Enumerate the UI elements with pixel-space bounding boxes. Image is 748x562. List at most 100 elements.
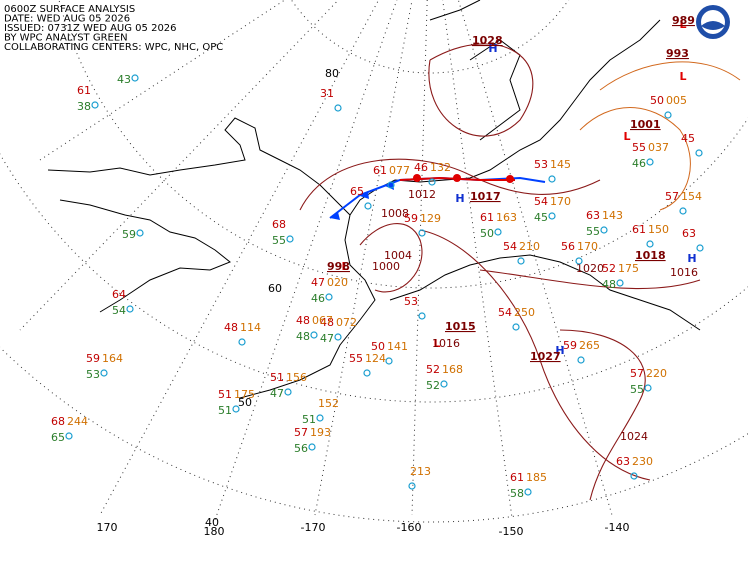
- station-temp: 48: [224, 321, 238, 334]
- station-pressure: 175: [618, 262, 639, 275]
- station-marker: [136, 229, 144, 237]
- station-temp: 56: [561, 240, 575, 253]
- station-dewpoint: 46: [632, 157, 646, 170]
- station-pressure: 114: [240, 321, 261, 334]
- station-temp: 57: [294, 426, 308, 439]
- center-symbol: L: [679, 70, 686, 83]
- station-temp: 46: [414, 161, 428, 174]
- station-pressure: 244: [67, 415, 88, 428]
- isobar-label: 1024: [620, 430, 648, 443]
- isobar-label: 1020: [576, 262, 604, 275]
- station-marker: [91, 101, 99, 109]
- station-temp: 55: [349, 352, 363, 365]
- station-temp: 54: [534, 195, 548, 208]
- station-marker: [100, 369, 108, 377]
- isobar-label: 1000: [372, 260, 400, 273]
- station-pressure: 168: [442, 363, 463, 376]
- station-dewpoint: 55: [586, 225, 600, 238]
- station-dewpoint: 58: [510, 487, 524, 500]
- station-temp: 55: [632, 141, 646, 154]
- center-pressure: 1027: [530, 350, 561, 363]
- station-pressure: 067: [312, 314, 333, 327]
- station-marker: [418, 312, 426, 320]
- station-temp: 45: [681, 132, 695, 145]
- station-temp: 64: [112, 288, 126, 301]
- station-marker: [548, 212, 556, 220]
- station-marker: [548, 175, 556, 183]
- station-temp: 52: [426, 363, 440, 376]
- station-dewpoint: 59: [122, 228, 136, 241]
- station-temp: 63: [682, 227, 696, 240]
- center-pressure: 1028: [472, 34, 503, 47]
- station-marker: [696, 244, 704, 252]
- station-temp: 61: [510, 471, 524, 484]
- station-pressure: 156: [286, 371, 307, 384]
- isobar-label: 1008: [381, 207, 409, 220]
- center-symbol: L: [433, 337, 440, 350]
- station-dewpoint: 48: [602, 278, 616, 291]
- station-pressure: 170: [577, 240, 598, 253]
- center-symbol: H: [555, 344, 564, 357]
- header-line: 0600Z SURFACE ANALYSIS: [4, 4, 135, 15]
- station-dewpoint: 53: [86, 368, 100, 381]
- isobar-label: 1016: [432, 337, 460, 350]
- station-dewpoint: 43: [117, 73, 131, 86]
- station-dewpoint: 38: [77, 100, 91, 113]
- isobar-label: 1016: [670, 266, 698, 279]
- station-temp: 63: [586, 209, 600, 222]
- station-pressure: 170: [550, 195, 571, 208]
- grid-label: -140: [605, 521, 630, 534]
- station-pressure: 163: [496, 211, 517, 224]
- station-marker: [408, 482, 416, 490]
- station-marker: [387, 181, 395, 189]
- station-temp: 48: [296, 314, 310, 327]
- station-pressure: 152: [318, 397, 339, 410]
- fronts: [329, 174, 546, 220]
- station-pressure: 230: [632, 455, 653, 468]
- station-pressure: 210: [519, 240, 540, 253]
- station-temp: 65: [350, 185, 364, 198]
- station-temp: 53: [534, 158, 548, 171]
- station-marker: [131, 74, 139, 82]
- station-marker: [512, 323, 520, 331]
- station-temp: 63: [616, 455, 630, 468]
- station-marker: [517, 257, 525, 265]
- station-marker: [524, 488, 532, 496]
- header-line: BY WPC ANALYST GREEN: [4, 33, 128, 44]
- station-marker: [418, 229, 426, 237]
- station-marker: [316, 414, 324, 422]
- station-pressure: 175: [234, 388, 255, 401]
- station-dewpoint: 50: [480, 227, 494, 240]
- station-pressure: 154: [681, 190, 702, 203]
- station-dewpoint: 47: [270, 387, 284, 400]
- center-symbol: L: [679, 18, 686, 31]
- station-marker: [238, 338, 246, 346]
- header-line: COLLABORATING CENTERS: WPC, NHC, OPC: [4, 42, 223, 53]
- station-marker: [308, 443, 316, 451]
- station-pressure: 145: [550, 158, 571, 171]
- center-symbol: H: [455, 192, 464, 205]
- station-marker: [664, 111, 672, 119]
- station-dewpoint: 54: [112, 304, 126, 317]
- station-temp: 61: [480, 211, 494, 224]
- station-marker: [334, 104, 342, 112]
- station-dewpoint: 55: [272, 234, 286, 247]
- grid-label: 180: [204, 525, 225, 538]
- isobar-label: 1004: [384, 249, 412, 262]
- station-temp: 50: [650, 94, 664, 107]
- station-pressure: 072: [336, 316, 357, 329]
- station-temp: 57: [665, 190, 679, 203]
- grid-label: 50: [238, 396, 252, 409]
- station-marker: [428, 178, 436, 186]
- station-pressure: 220: [646, 367, 667, 380]
- grid-label: 170: [97, 521, 118, 534]
- station-temp: 52: [602, 262, 616, 275]
- station-pressure: 150: [648, 223, 669, 236]
- station-temp: 61: [373, 164, 387, 177]
- grid-label: -150: [499, 525, 524, 538]
- station-pressure: 132: [430, 161, 451, 174]
- station-temp: 59: [86, 352, 100, 365]
- center-pressure: 1017: [470, 190, 501, 203]
- station-pressure: 185: [526, 471, 547, 484]
- station-temp: 51: [270, 371, 284, 384]
